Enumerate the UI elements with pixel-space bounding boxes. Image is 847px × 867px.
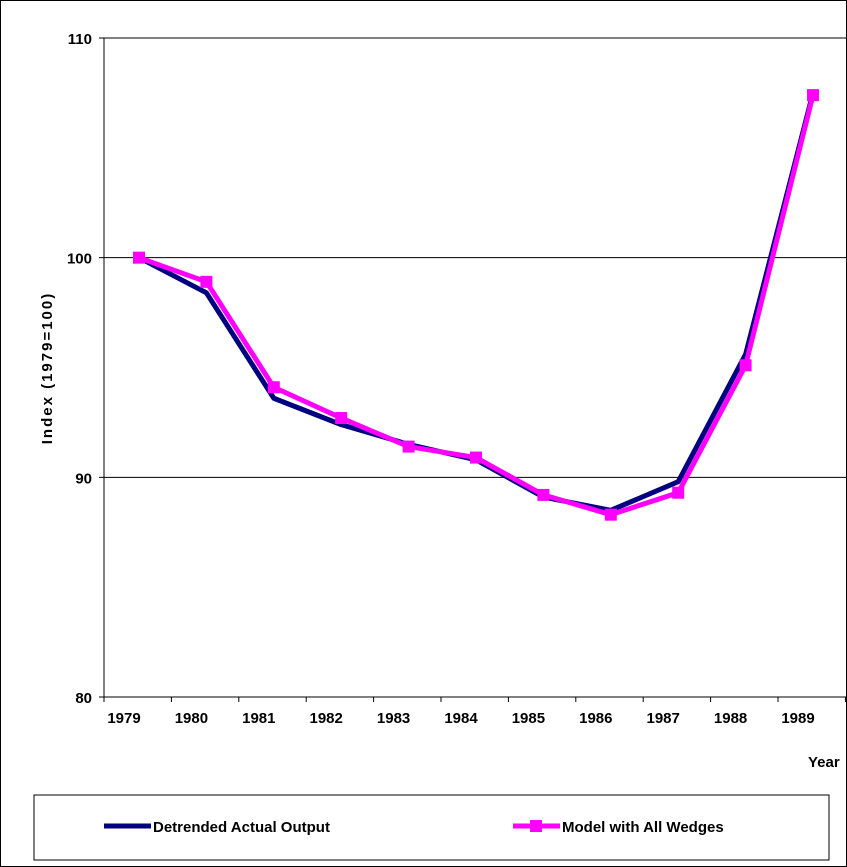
x-tick-label: 1982: [310, 710, 343, 727]
x-tick-label: 1979: [107, 710, 140, 727]
x-tick-label: 1988: [714, 710, 747, 727]
series-line-0: [137, 92, 816, 513]
y-tick-labels: 80 90 100 110: [67, 31, 104, 707]
data-point-marker: [470, 451, 482, 464]
x-tick-label: 1980: [175, 710, 208, 727]
data-point-marker: [739, 359, 752, 372]
legend-label-model: Model with All Wedges: [562, 819, 724, 836]
x-tick-label: 1989: [781, 710, 814, 727]
x-tick-label: 1985: [512, 710, 545, 727]
legend-item-model: Model with All Wedges: [513, 819, 724, 836]
data-point-marker: [672, 486, 685, 499]
data-point-marker: [335, 412, 348, 425]
data-point-marker: [537, 488, 550, 501]
data-point-marker: [267, 381, 280, 394]
data-point-marker: [604, 508, 617, 521]
series-group: [133, 89, 819, 521]
data-point-marker: [133, 251, 145, 264]
y-tick-label: 110: [68, 31, 92, 48]
data-point-marker: [200, 275, 213, 288]
x-axis-title: Year: [808, 754, 840, 771]
data-point-marker: [402, 440, 415, 453]
legend-marker-model: [530, 820, 542, 832]
x-tick-label: 1986: [579, 710, 612, 727]
y-tick-label: 80: [75, 690, 92, 707]
x-tick-label: 1984: [444, 710, 478, 727]
x-tick-labels: 1979 1980 1981 1982 1983 1984 1985 1986 1987 1988…: [103, 697, 846, 727]
x-tick-label: 1981: [242, 710, 275, 727]
legend-item-actual: Detrended Actual Output: [104, 819, 330, 836]
y-axis-title: Index (1979=100): [39, 292, 56, 445]
gridlines: [104, 37, 847, 478]
y-tick-label: 100: [67, 251, 92, 268]
y-tick-label: 90: [75, 470, 92, 487]
data-point-marker: [807, 89, 819, 102]
legend-label-actual: Detrended Actual Output: [153, 819, 330, 836]
x-tick-label: 1987: [647, 710, 680, 727]
legend-box: [33, 794, 830, 861]
x-tick-label: 1983: [377, 710, 410, 727]
